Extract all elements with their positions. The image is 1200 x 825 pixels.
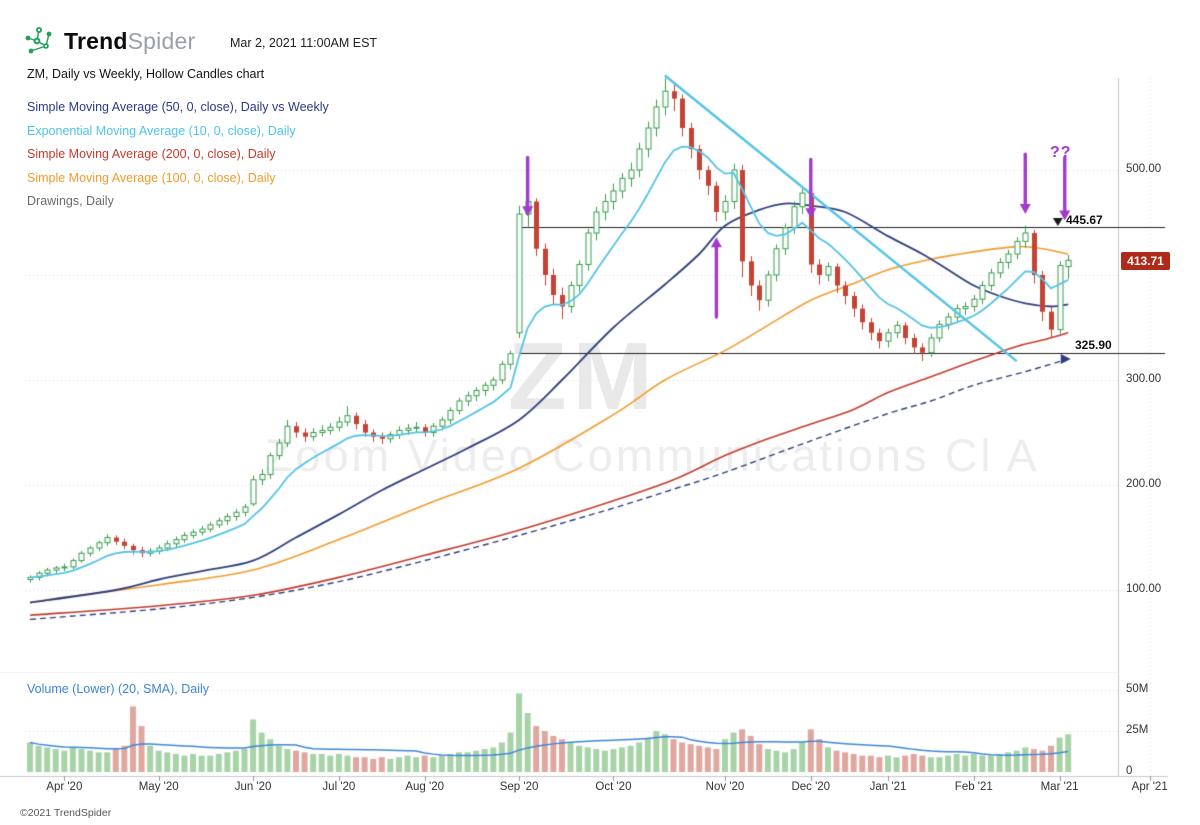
- chart-title: ZM, Daily vs Weekly, Hollow Candles char…: [27, 67, 265, 81]
- time-axis-label: Oct '20: [595, 781, 632, 793]
- volume-axis-label: 0: [1126, 765, 1133, 777]
- legend-sma50-daily-weekly[interactable]: Simple Moving Average (50, 0, close), Da…: [27, 100, 329, 114]
- price-axis-label: 500.00: [1126, 163, 1162, 175]
- support-price-label: 325.90: [1075, 338, 1112, 352]
- time-axis-label: Jul '20: [322, 781, 356, 793]
- price-axis-label: 200.00: [1126, 478, 1162, 490]
- time-axis-label: Jun '20: [234, 781, 272, 793]
- legend-sma200-daily[interactable]: Simple Moving Average (200, 0, close), D…: [27, 147, 276, 161]
- brand-bold: Trend: [64, 27, 128, 54]
- time-axis-label: Apr '21: [1131, 781, 1168, 793]
- legend-ema10-daily[interactable]: Exponential Moving Average (10, 0, close…: [27, 123, 296, 138]
- resistance-price-label: 445.67: [1066, 213, 1103, 227]
- trendspider-logo-icon: [25, 27, 52, 54]
- price-axis-label: 100.00: [1126, 583, 1162, 595]
- brand-text: TrendSpider: [64, 28, 195, 55]
- volume-axis-label: 50M: [1126, 683, 1149, 695]
- indicator-legend: Simple Moving Average (50, 0, close), Da…: [27, 96, 329, 214]
- time-axis-label: Mar '21: [1040, 781, 1079, 793]
- legend-sma100-daily[interactable]: Simple Moving Average (100, 0, close), D…: [27, 170, 276, 185]
- time-axis-label: Jan '21: [869, 781, 907, 793]
- time-axis-label: Nov '20: [705, 781, 745, 793]
- time-axis-label: Aug '20: [405, 781, 444, 793]
- time-axis-label: Dec '20: [791, 781, 831, 793]
- volume-legend[interactable]: Volume (Lower) (20, SMA), Daily: [27, 682, 210, 696]
- time-axis-label: Sep '20: [499, 781, 539, 793]
- time-axis-label: Feb '21: [954, 781, 993, 793]
- brand-light: Spider: [127, 27, 196, 54]
- current-price-badge: 413.71: [1121, 252, 1170, 270]
- copyright-footer: ©2021 TrendSpider: [20, 807, 112, 819]
- question-marks-annotation: ??: [1050, 144, 1072, 161]
- time-axis-label: May '20: [138, 781, 179, 793]
- volume-axis-label: 25M: [1126, 724, 1149, 736]
- time-axis-label: Apr '20: [46, 781, 83, 793]
- price-axis-label: 300.00: [1126, 373, 1162, 385]
- legend-drawings-daily[interactable]: Drawings, Daily: [27, 194, 114, 208]
- chart-timestamp: Mar 2, 2021 11:00AM EST: [230, 36, 378, 50]
- trendspider-logo[interactable]: TrendSpider: [22, 24, 195, 58]
